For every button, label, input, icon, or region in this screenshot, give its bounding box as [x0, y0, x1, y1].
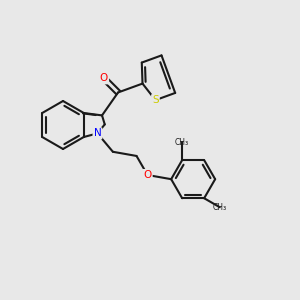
- Text: O: O: [100, 73, 108, 83]
- Text: CH₃: CH₃: [213, 203, 227, 212]
- Text: S: S: [152, 95, 159, 105]
- Text: O: O: [143, 170, 152, 180]
- Text: CH₃: CH₃: [175, 138, 189, 147]
- Text: N: N: [94, 128, 101, 138]
